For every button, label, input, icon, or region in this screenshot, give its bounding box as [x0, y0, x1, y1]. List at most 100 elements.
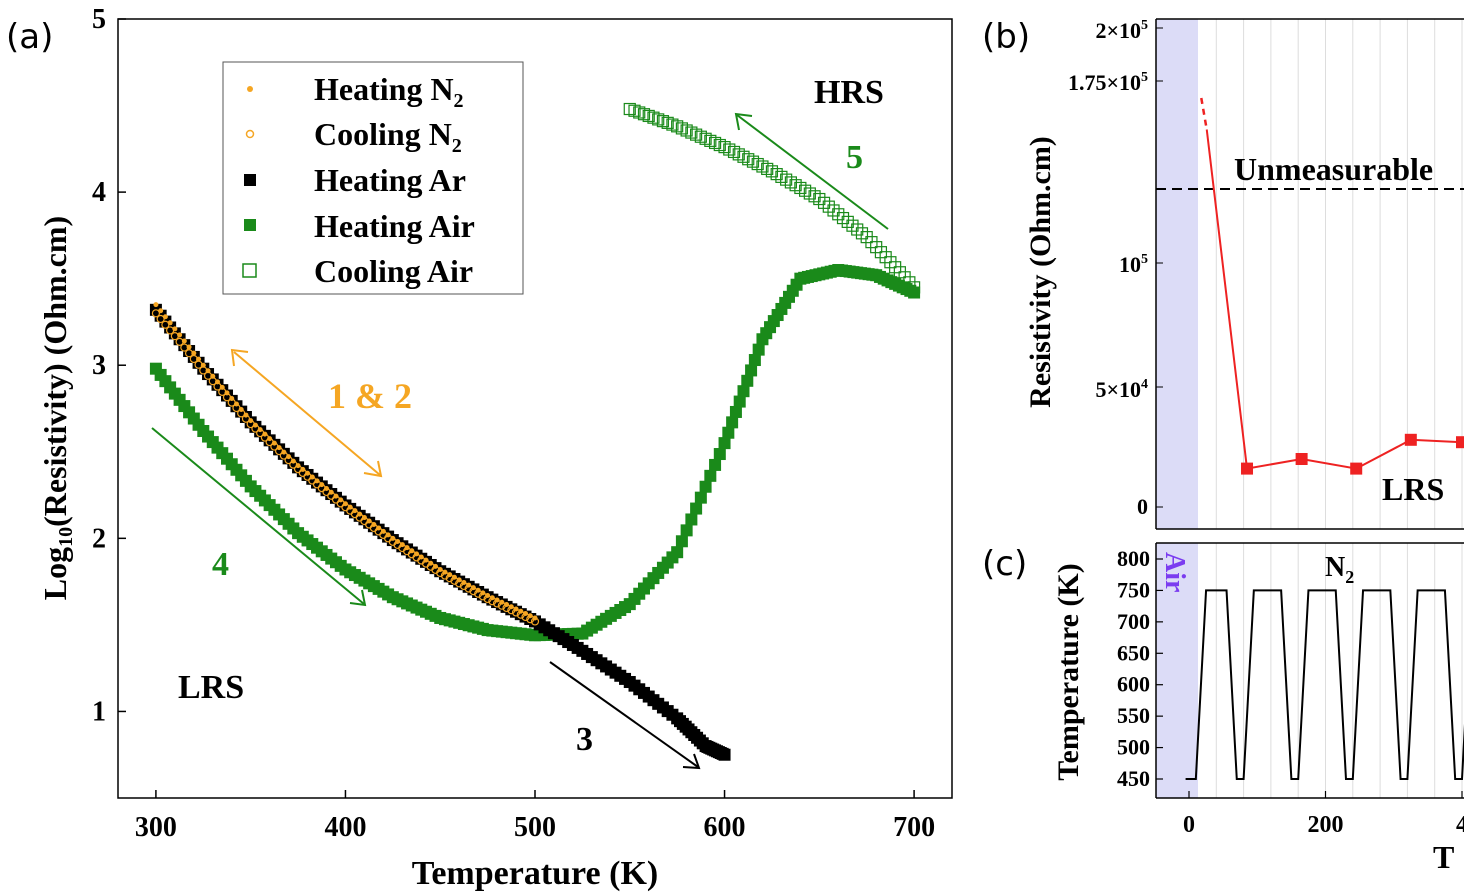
data-point	[709, 458, 722, 471]
legend-label: Cooling Air	[314, 253, 473, 289]
annotation-1-2: 1 & 2	[328, 376, 412, 416]
data-point	[851, 223, 864, 236]
data-point	[746, 155, 760, 168]
data-point	[218, 387, 227, 396]
x-tick-label: 200	[1308, 812, 1344, 838]
y-tick-label: 3	[92, 350, 106, 381]
data-point	[161, 320, 170, 329]
data-point	[846, 219, 859, 232]
data-point	[502, 603, 511, 613]
data-point	[647, 111, 660, 124]
panel-c-gas-label: N2	[1325, 552, 1354, 587]
panel-a-y-ticks: 1 2 3 4 5	[92, 4, 126, 727]
panel-c-series	[1185, 589, 1464, 780]
panel-a-series	[149, 102, 921, 761]
legend-label: Cooling N2	[314, 116, 462, 157]
data-point	[737, 385, 750, 398]
data-point	[671, 120, 684, 133]
y-tick-label: 1	[92, 696, 106, 727]
annotation-hrs: HRS	[814, 74, 884, 111]
annotation-4: 4	[212, 546, 229, 583]
legend-marker-square	[244, 174, 256, 186]
x-tick-label: 0	[1183, 812, 1195, 838]
data-point	[1295, 453, 1308, 465]
legend-entry-heating-ar: Heating Ar	[244, 162, 466, 198]
data-point	[752, 343, 765, 356]
data-point	[699, 480, 712, 493]
data-point	[156, 314, 165, 324]
resistivity-line	[1205, 129, 1463, 470]
data-point	[671, 546, 684, 559]
panel-c-air-label: Air	[1159, 552, 1190, 592]
panel-a-x-label: Temperature (K)	[412, 855, 658, 892]
data-point	[279, 451, 288, 460]
data-point	[237, 409, 246, 418]
panel-c-x-label: T	[1433, 839, 1454, 875]
panel-a: (a) 300 400 500 600 700 1 2 3 4 5 Temperature (K…	[6, 4, 953, 892]
data-point	[729, 405, 742, 418]
data-point	[251, 424, 260, 433]
data-point	[661, 116, 674, 129]
legend-entry-cooling-n2: Cooling N2	[245, 116, 462, 157]
data-point	[265, 437, 274, 447]
data-point	[246, 419, 255, 429]
panel-b-series	[1200, 97, 1464, 475]
data-point	[907, 281, 921, 294]
data-point	[745, 364, 758, 377]
data-point	[1241, 462, 1254, 475]
data-point	[827, 204, 840, 217]
data-point	[511, 608, 521, 617]
panel-c-label: (c)	[982, 544, 1027, 584]
data-point	[708, 136, 722, 150]
data-point	[742, 153, 755, 166]
data-point	[685, 513, 698, 526]
data-point	[756, 160, 769, 173]
data-point	[722, 426, 735, 439]
data-point	[180, 343, 189, 352]
panel-b-y-ticks: 2×105 1.75×105 105 5×104 0	[1068, 18, 1163, 519]
legend-label: Heating Air	[314, 208, 475, 244]
x-tick-label: 600	[704, 812, 746, 843]
data-point	[222, 393, 232, 402]
data-point	[656, 115, 670, 128]
y-tick-label: 500	[1117, 735, 1150, 760]
data-point	[718, 437, 731, 450]
panel-b-grid	[1215, 19, 1463, 529]
data-point	[680, 124, 693, 137]
legend-entry-heating-n2: Heating N2	[247, 71, 464, 112]
data-point	[642, 109, 655, 123]
data-point	[1456, 436, 1464, 449]
legend-entry-cooling-air: Cooling Air	[242, 253, 473, 289]
arrow-4	[151, 427, 367, 607]
panel-b: (b) 2×105 1.75×105 105 5×104 0 Resistivi…	[982, 17, 1464, 530]
data-point	[680, 524, 693, 537]
data-point	[628, 104, 641, 117]
data-point	[713, 448, 726, 461]
data-point	[208, 377, 217, 386]
y-tick-label: 5	[92, 4, 106, 35]
data-point	[737, 150, 750, 163]
panel-c-y-label: Temperature (K)	[1052, 563, 1085, 780]
y-tick-label-5e4: 5×104	[1095, 377, 1148, 402]
data-point	[675, 122, 688, 135]
series-cooling-air	[623, 102, 921, 294]
temperature-profile-line	[1185, 589, 1464, 780]
data-point	[189, 354, 198, 364]
y-tick-label: 550	[1117, 703, 1150, 728]
data-point	[478, 592, 487, 601]
y-tick-label-1e5: 105	[1119, 252, 1148, 277]
data-point	[474, 589, 483, 598]
data-point	[521, 612, 530, 622]
data-point	[690, 502, 703, 515]
data-point	[232, 403, 241, 413]
data-point	[199, 366, 208, 375]
y-tick-label: 600	[1117, 672, 1150, 697]
panel-a-x-ticks: 300 400 500 600 700	[135, 790, 935, 843]
data-point	[530, 617, 540, 626]
y-tick-label: 800	[1117, 546, 1150, 571]
data-point	[733, 395, 746, 408]
data-point	[822, 200, 835, 213]
legend-marker-square-open	[242, 263, 257, 278]
panel-c-x-ticks: 0 200 4	[1183, 791, 1464, 838]
data-point	[704, 469, 717, 482]
